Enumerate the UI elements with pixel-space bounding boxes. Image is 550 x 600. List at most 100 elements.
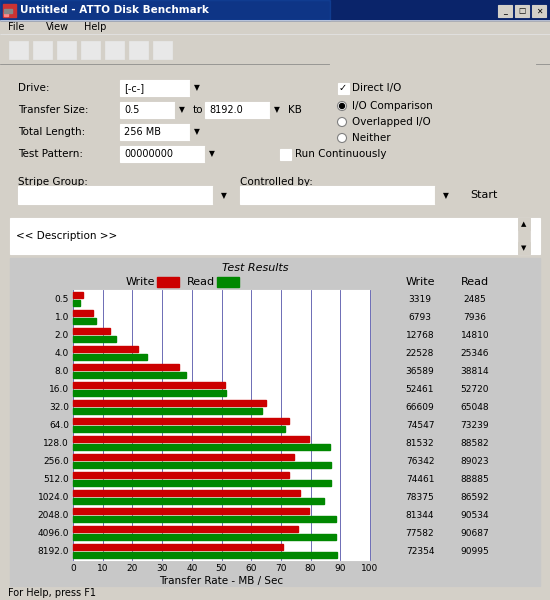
Bar: [120, 124, 190, 140]
Bar: [435, 186, 449, 204]
Text: ▼: ▼: [443, 191, 449, 200]
Text: Write: Write: [405, 277, 434, 287]
Bar: [10, 258, 540, 586]
Text: Transfer Size:: Transfer Size:: [18, 105, 89, 115]
Bar: [330, 63, 535, 140]
Text: 20: 20: [126, 564, 138, 573]
Bar: [73, 497, 324, 504]
Bar: [73, 310, 93, 316]
Bar: [217, 277, 239, 287]
Bar: [120, 146, 205, 162]
Text: _: _: [503, 7, 507, 16]
Text: 512.0: 512.0: [43, 475, 69, 484]
Text: 74547: 74547: [406, 421, 434, 430]
Text: 60: 60: [245, 564, 257, 573]
Bar: [213, 186, 227, 204]
Text: ✕: ✕: [536, 7, 542, 16]
Text: Total Length:: Total Length:: [18, 127, 85, 137]
Bar: [73, 526, 298, 532]
Bar: [9, 41, 28, 59]
Bar: [73, 407, 262, 414]
Text: Write: Write: [125, 277, 155, 287]
Text: 70: 70: [275, 564, 287, 573]
Text: Neither: Neither: [352, 133, 390, 143]
Text: 0: 0: [70, 564, 76, 573]
Bar: [518, 218, 530, 230]
Bar: [157, 277, 179, 287]
Text: Untitled - ATTO Disk Benchmark: Untitled - ATTO Disk Benchmark: [20, 5, 209, 15]
Text: 38814: 38814: [461, 367, 490, 376]
Bar: [73, 490, 300, 496]
Circle shape: [338, 118, 346, 127]
Text: 4.0: 4.0: [55, 349, 69, 358]
Circle shape: [339, 103, 344, 109]
Bar: [73, 425, 285, 432]
Text: ▼: ▼: [194, 127, 200, 136]
Text: 76342: 76342: [406, 457, 434, 466]
Text: 00000000: 00000000: [124, 149, 173, 159]
Bar: [73, 317, 96, 324]
Bar: [120, 80, 190, 96]
Bar: [73, 515, 336, 522]
Text: 2485: 2485: [464, 295, 486, 304]
Bar: [0, 20, 550, 34]
Text: 8192.0: 8192.0: [37, 547, 69, 556]
Text: KB: KB: [288, 105, 302, 115]
Text: 0.5: 0.5: [54, 295, 69, 304]
Text: Test Pattern:: Test Pattern:: [18, 149, 83, 159]
Bar: [205, 102, 270, 118]
Bar: [4, 64, 546, 588]
Text: 3319: 3319: [409, 295, 432, 304]
Text: Read: Read: [187, 277, 215, 287]
Bar: [120, 102, 175, 118]
Text: 256.0: 256.0: [43, 457, 69, 466]
Bar: [0, 34, 550, 64]
Bar: [73, 551, 337, 558]
Text: 8192.0: 8192.0: [209, 105, 243, 115]
Bar: [532, 5, 546, 17]
Text: 86592: 86592: [461, 493, 490, 502]
Text: 256 MB: 256 MB: [124, 127, 161, 137]
Text: 40: 40: [186, 564, 197, 573]
Bar: [73, 508, 309, 514]
Text: 66609: 66609: [406, 403, 434, 412]
Text: 1.0: 1.0: [54, 313, 69, 322]
Circle shape: [338, 101, 346, 110]
Bar: [190, 80, 204, 96]
Text: Test Results: Test Results: [222, 263, 288, 273]
Text: 25346: 25346: [461, 349, 490, 358]
Bar: [73, 335, 116, 342]
Bar: [280, 149, 291, 160]
Text: 7936: 7936: [464, 313, 487, 322]
Bar: [73, 436, 310, 442]
Bar: [18, 186, 213, 204]
Text: Run Continuously: Run Continuously: [295, 149, 387, 159]
Bar: [0, 587, 550, 600]
Bar: [73, 353, 146, 360]
Text: ▼: ▼: [209, 149, 215, 158]
Circle shape: [338, 133, 346, 142]
Text: 88885: 88885: [461, 475, 490, 484]
Text: ▼: ▼: [194, 83, 200, 92]
Bar: [205, 146, 219, 162]
Bar: [73, 371, 185, 378]
Bar: [73, 544, 283, 550]
Bar: [105, 41, 124, 59]
Text: □: □: [518, 7, 526, 16]
Text: 81532: 81532: [406, 439, 434, 448]
Text: 90534: 90534: [461, 511, 490, 520]
Bar: [515, 5, 529, 17]
Text: 88582: 88582: [461, 439, 490, 448]
Bar: [73, 346, 139, 352]
Text: ▼: ▼: [221, 191, 227, 200]
Text: 4096.0: 4096.0: [37, 529, 69, 538]
Bar: [518, 242, 530, 254]
Text: Start: Start: [470, 190, 498, 200]
Bar: [4, 12, 8, 16]
Text: For Help, press F1: For Help, press F1: [8, 589, 96, 599]
Text: Overlapped I/O: Overlapped I/O: [352, 117, 431, 127]
Text: 22528: 22528: [406, 349, 434, 358]
Text: I/O Comparison: I/O Comparison: [352, 101, 433, 111]
Bar: [73, 479, 331, 486]
Bar: [360, 589, 450, 598]
